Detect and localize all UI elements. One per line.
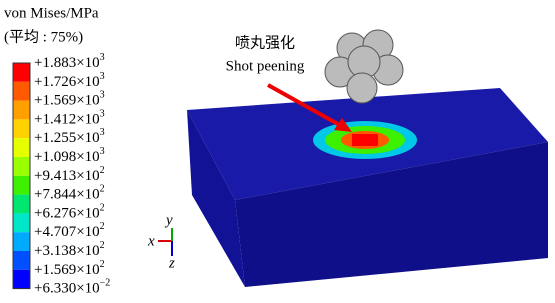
label-exponent: 3: [100, 90, 105, 101]
axis-y: y: [164, 212, 173, 228]
axis-x: x: [147, 233, 155, 249]
legend-band: [13, 251, 30, 270]
label-exponent: 2: [100, 203, 105, 214]
legend-band: [13, 119, 30, 138]
label-exponent: 2: [100, 221, 105, 232]
label-exponent: 3: [100, 146, 105, 157]
label-exponent: 2: [100, 184, 105, 195]
legend-label: +1.883×103: [34, 52, 105, 71]
label-mantissa: +1.883×10: [34, 55, 100, 71]
legend-band: [13, 138, 30, 157]
label-mantissa: +7.844×10: [34, 187, 100, 203]
legend: +1.883×103+1.726×103+1.569×103+1.412×103…: [13, 52, 110, 297]
legend-band: [13, 82, 30, 101]
label-mantissa: +1.726×10: [34, 74, 100, 90]
label-exponent: 3: [100, 52, 105, 63]
label-mantissa: +4.707×10: [34, 225, 100, 241]
legend-label: +1.098×103: [34, 146, 105, 165]
label-mantissa: +3.138×10: [34, 243, 100, 259]
legend-band: [13, 270, 30, 289]
label-mantissa: +6.330×10: [34, 281, 100, 297]
label-mantissa: +6.276×10: [34, 206, 100, 222]
legend-band: [13, 157, 30, 176]
legend-label: +1.412×103: [34, 109, 105, 128]
label-exponent: 2: [100, 240, 105, 251]
label-mantissa: +1.569×10: [34, 262, 100, 278]
legend-label: +6.276×102: [34, 203, 105, 222]
contour: [352, 134, 378, 146]
label-mantissa: +9.413×10: [34, 168, 100, 184]
legend-band: [13, 232, 30, 251]
legend-band: [13, 195, 30, 214]
legend-title: von Mises/MPa: [4, 5, 99, 21]
legend-label: +1.569×103: [34, 90, 105, 109]
legend-band: [13, 213, 30, 232]
legend-label: +1.726×103: [34, 71, 105, 90]
label-mantissa: +1.412×10: [34, 112, 100, 128]
legend-label: +1.569×102: [34, 259, 105, 278]
label-exponent: 3: [100, 109, 105, 120]
label-exponent: 3: [100, 71, 105, 82]
legend-label: +9.413×102: [34, 165, 105, 184]
legend-subtitle: (平均 : 75%): [4, 28, 83, 45]
annotation-cn: 喷丸强化: [235, 34, 295, 51]
label-exponent: 2: [100, 259, 105, 270]
figure: von Mises/MPa (平均 : 75%) +1.883×103+1.72…: [0, 0, 555, 298]
legend-label: +7.844×102: [34, 184, 105, 203]
legend-band: [13, 176, 30, 195]
label-mantissa: +1.569×10: [34, 93, 100, 109]
legend-label: +4.707×102: [34, 221, 105, 240]
legend-label: +6.330×10−2: [34, 278, 110, 297]
label-mantissa: +1.098×10: [34, 149, 100, 165]
annotation-en: Shot peening: [226, 58, 305, 74]
shots: [325, 30, 403, 103]
legend-band: [13, 101, 30, 120]
label-exponent: 3: [100, 127, 105, 138]
legend-label: +1.255×103: [34, 127, 105, 146]
legend-label: +3.138×102: [34, 240, 105, 259]
label-mantissa: +1.255×10: [34, 131, 100, 147]
label-exponent: −2: [100, 278, 111, 289]
label-exponent: 2: [100, 165, 105, 176]
legend-band: [13, 63, 30, 82]
axis-z: z: [168, 255, 175, 271]
